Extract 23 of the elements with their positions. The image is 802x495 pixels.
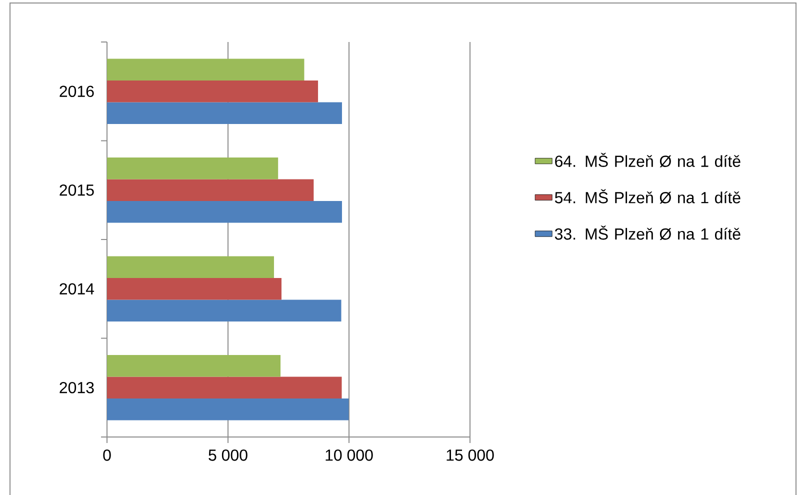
x-tick-label: 15 000	[446, 450, 494, 461]
bar	[107, 58, 304, 81]
legend-label: 54. MŠ Plzeň Ø na 1 dítě	[554, 189, 740, 204]
bar	[107, 256, 274, 278]
bar	[107, 80, 318, 102]
y-tick-label: 2014	[60, 283, 94, 295]
y-tick-label: 2015	[60, 184, 94, 196]
bar	[107, 376, 342, 398]
x-tick-label: 5 000	[208, 450, 248, 461]
legend-label: 64. MŠ Plzeň Ø na 1 dítě	[555, 152, 740, 168]
bar	[107, 300, 342, 322]
bar	[107, 355, 281, 377]
bar	[107, 398, 349, 420]
bar	[107, 278, 282, 300]
bar	[107, 200, 342, 223]
bar	[107, 102, 342, 124]
x-tick-label: 0	[103, 450, 111, 461]
x-tick-label: 10 000	[326, 450, 373, 461]
y-tick-label: 2013	[60, 382, 94, 394]
legend-label: 33. MŠ Plzeň Ø na 1 dítě	[554, 226, 740, 240]
y-tick-label: 2016	[60, 86, 94, 98]
bar	[107, 158, 278, 180]
bar	[107, 179, 314, 201]
